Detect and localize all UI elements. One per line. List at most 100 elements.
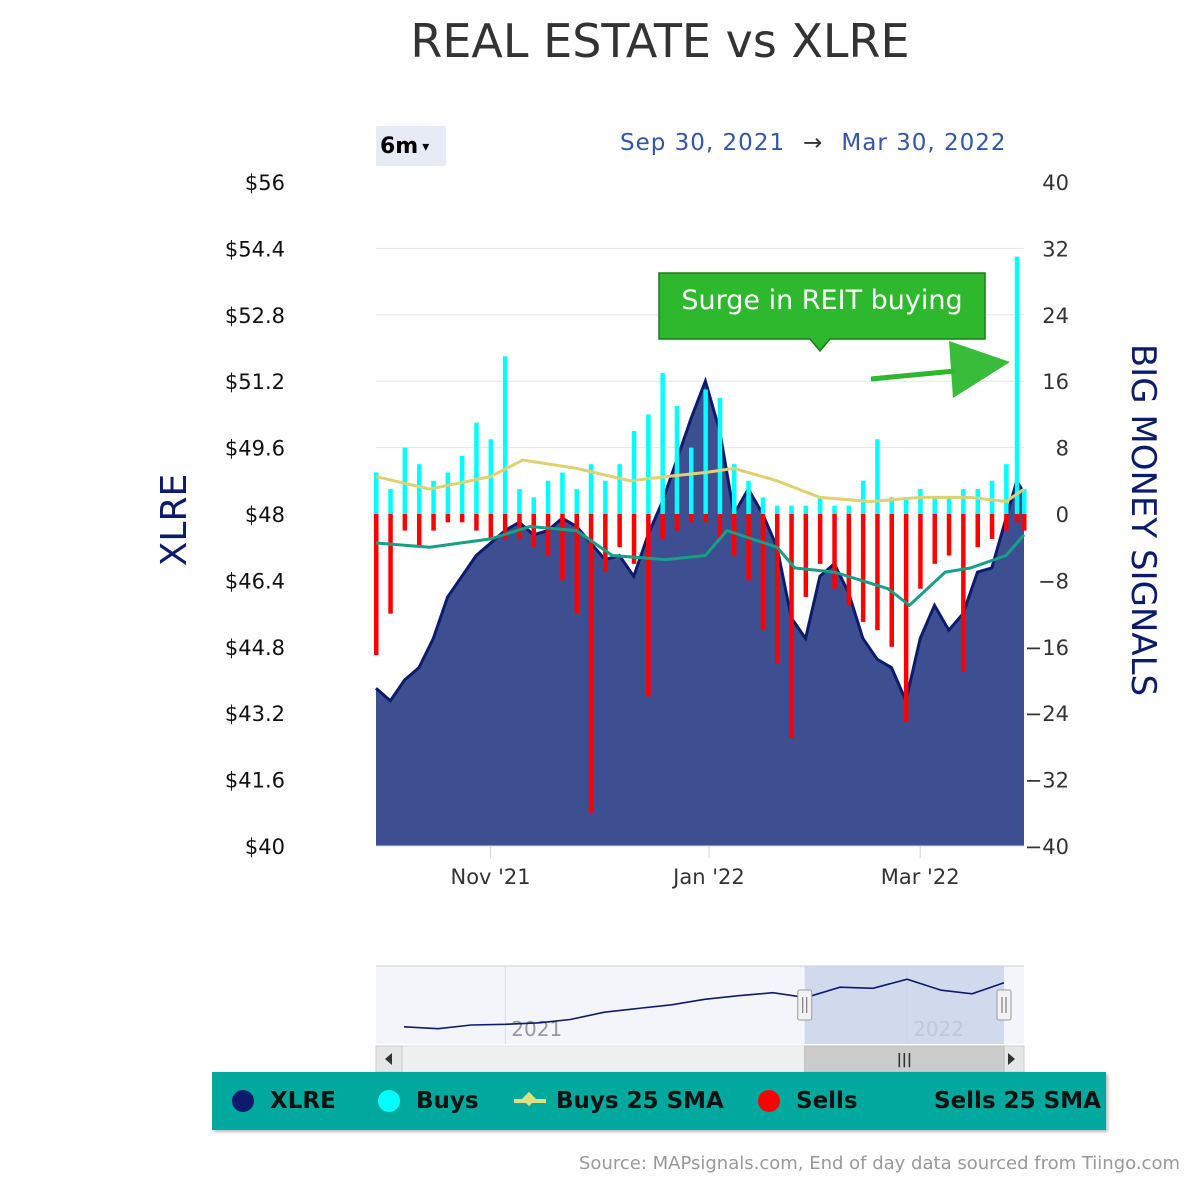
buy-bar	[989, 480, 995, 514]
left-tick-label: $43.2	[225, 702, 285, 726]
buy-bar	[459, 455, 465, 514]
range-selector-button[interactable]: 6m ▾	[376, 126, 446, 166]
sell-bar	[431, 514, 436, 531]
navigator-handle-left	[797, 989, 813, 1021]
buy-bar	[417, 464, 422, 514]
legend-item-sells[interactable]: Sells	[758, 1072, 858, 1130]
arrow-right-icon: →	[803, 130, 824, 156]
sell-bar	[388, 514, 393, 614]
buy-bar	[961, 489, 966, 514]
sell-bar	[817, 514, 823, 564]
xlre-line	[375, 376, 1026, 706]
buy-bar	[674, 406, 680, 514]
sell-bar	[760, 514, 766, 631]
buy-bar	[474, 422, 479, 514]
sell-bar	[1004, 514, 1009, 531]
x-tick-label: Jan '22	[671, 865, 745, 889]
legend-item-sells-sma[interactable]: Sells 25 SMA	[934, 1072, 1101, 1130]
right-tick-label: −32	[1025, 769, 1069, 793]
sell-bar	[1022, 514, 1027, 531]
sma-lines-layer	[375, 458, 1026, 608]
sell-bar	[488, 514, 494, 539]
legend-label: Sells 25 SMA	[934, 1088, 1101, 1114]
sell-bar	[932, 514, 937, 564]
sell-bar	[617, 514, 622, 548]
buy-bar	[789, 505, 794, 514]
chart-title: REAL ESTATE vs XLRE	[410, 14, 910, 68]
buy-bar	[817, 497, 823, 514]
buy-bar	[889, 497, 894, 514]
legend-item-buys[interactable]: Buys	[378, 1072, 479, 1130]
buy-bar	[717, 397, 723, 514]
buy-bar	[431, 480, 436, 514]
sell-bar	[946, 514, 952, 556]
sell-bar	[832, 514, 837, 589]
buy-bar	[746, 480, 751, 514]
sell-bar	[674, 514, 680, 531]
sell-bar	[459, 514, 465, 523]
sell-bar	[603, 514, 608, 573]
buy-bar	[560, 472, 565, 514]
legend-label: XLRE	[270, 1088, 336, 1114]
axes: $56 $54.4 $52.8 $51.2 $49.6 $48 $46.4 $44.8 $43.…	[154, 171, 1163, 889]
source-credit: Source: MAPsignals.com, End of day data …	[579, 1153, 1180, 1174]
scrollbar-thumb	[804, 1045, 1005, 1073]
sell-bar	[474, 514, 479, 531]
buy-bar	[689, 447, 694, 514]
buy-bar	[903, 497, 909, 514]
buy-bar	[803, 505, 809, 514]
signal-bars-layer	[374, 256, 1027, 813]
buys-sma-line	[375, 458, 1025, 504]
buy-bar	[832, 505, 837, 514]
legend-label: Buys 25 SMA	[556, 1088, 724, 1114]
legend-item-buys-sma[interactable]: Buys 25 SMA	[514, 1072, 724, 1130]
sell-bar	[789, 514, 794, 739]
buy-bar	[388, 489, 393, 514]
left-tick-label: $54.4	[225, 237, 285, 261]
sell-bar	[588, 514, 594, 813]
buy-bar	[502, 356, 508, 514]
sell-bar	[402, 514, 408, 531]
sell-bar	[732, 514, 737, 556]
buy-bar	[517, 489, 522, 514]
buy-bar	[975, 489, 980, 514]
sell-bar	[445, 514, 451, 523]
x-tick-label: Nov '21	[450, 865, 530, 889]
chevron-left-icon	[385, 1053, 392, 1065]
xlre-area	[376, 381, 1024, 846]
date-range-to[interactable]: Mar 30, 2022	[841, 130, 1007, 156]
navigator[interactable]: 20212022|||	[375, 965, 1025, 1073]
chevron-down-icon: ▾	[422, 138, 430, 155]
sell-bar	[374, 514, 379, 656]
range-selector-label: 6m	[380, 133, 419, 159]
right-tick-label: 32	[1042, 237, 1069, 261]
right-tick-label: −16	[1025, 636, 1069, 660]
left-tick-label: $40	[245, 835, 285, 859]
buy-bar	[875, 439, 880, 514]
buy-bar	[918, 489, 923, 514]
buy-bar	[703, 389, 708, 514]
sell-bar	[574, 514, 579, 614]
legend-item-xlre[interactable]: XLRE	[232, 1072, 336, 1130]
right-tick-label: 40	[1042, 171, 1069, 195]
sell-bar	[631, 514, 637, 564]
buy-bar	[574, 489, 579, 514]
navigator-selection	[804, 966, 1004, 1044]
buy-bar	[588, 464, 594, 514]
sell-bar	[775, 514, 780, 664]
buy-bar	[760, 497, 766, 514]
annotation-text: Surge in REIT buying	[681, 285, 962, 316]
buy-bar	[545, 480, 551, 514]
legend: XLRE Buys Buys 25 SMA Sells Sells 25 SMA	[212, 1072, 1106, 1130]
left-tick-label: $49.6	[225, 437, 285, 461]
sell-bar	[545, 514, 551, 556]
right-tick-label: 16	[1042, 370, 1069, 394]
left-tick-label: $41.6	[225, 769, 285, 793]
left-tick-label: $48	[245, 503, 285, 527]
right-tick-label: 8	[1056, 437, 1069, 461]
date-range-from[interactable]: Sep 30, 2021	[620, 130, 786, 156]
buy-bar	[660, 372, 665, 514]
sell-bar	[517, 514, 522, 539]
left-tick-label: $56	[245, 171, 285, 195]
